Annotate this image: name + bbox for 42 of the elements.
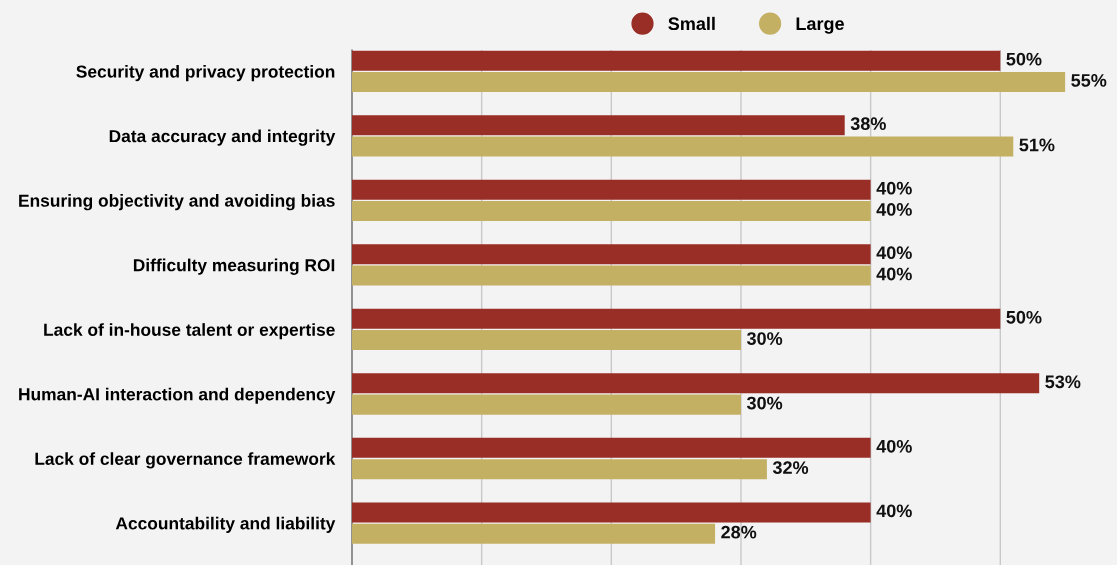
y-tick-label: Security and privacy protection xyxy=(76,65,335,82)
bar xyxy=(352,394,741,415)
data-label: 40% xyxy=(876,246,912,260)
y-tick-label: Human-AI interaction and dependency xyxy=(19,387,336,404)
data-label: 40% xyxy=(876,439,912,453)
data-label: 50% xyxy=(1006,52,1042,66)
data-label: 40% xyxy=(876,181,912,195)
bar xyxy=(352,244,871,265)
y-tick-label: Data accuracy and integrity xyxy=(109,129,336,146)
data-label: 51% xyxy=(1019,138,1055,152)
data-label: 55% xyxy=(1071,74,1107,87)
y-tick-label: Lack of in-house talent or expertise xyxy=(44,323,335,340)
y-tick-label: Lack of clear governance framework xyxy=(35,452,336,469)
bar xyxy=(352,179,871,200)
bar xyxy=(352,50,1001,71)
bar xyxy=(352,437,871,458)
legend-label: Small xyxy=(668,16,715,31)
bar xyxy=(352,502,871,523)
data-label: 38% xyxy=(850,117,886,131)
data-label: 30% xyxy=(746,332,783,345)
bar xyxy=(352,265,871,286)
bar xyxy=(352,308,1001,329)
data-label: 40% xyxy=(876,504,912,518)
data-label: 50% xyxy=(1006,310,1042,324)
y-tick-label: Difficulty measuring ROI xyxy=(133,258,335,275)
bar xyxy=(352,459,767,480)
bar xyxy=(352,523,716,544)
data-label: 28% xyxy=(721,525,757,539)
y-tick-label: Accountability and liability xyxy=(115,516,336,533)
data-label: 53% xyxy=(1045,375,1081,389)
data-label: 40% xyxy=(876,203,912,216)
bar xyxy=(352,136,1014,157)
y-tick-label: Ensuring objectivity and avoiding bias xyxy=(19,194,335,211)
bar xyxy=(352,373,1040,394)
data-label: 32% xyxy=(772,461,809,475)
legend-label: Large xyxy=(796,17,844,34)
data-label: 40% xyxy=(876,267,912,281)
bar xyxy=(352,115,845,136)
data-label: 30% xyxy=(746,396,783,410)
bar xyxy=(352,330,741,351)
bar xyxy=(352,71,1066,92)
bar xyxy=(352,201,871,222)
